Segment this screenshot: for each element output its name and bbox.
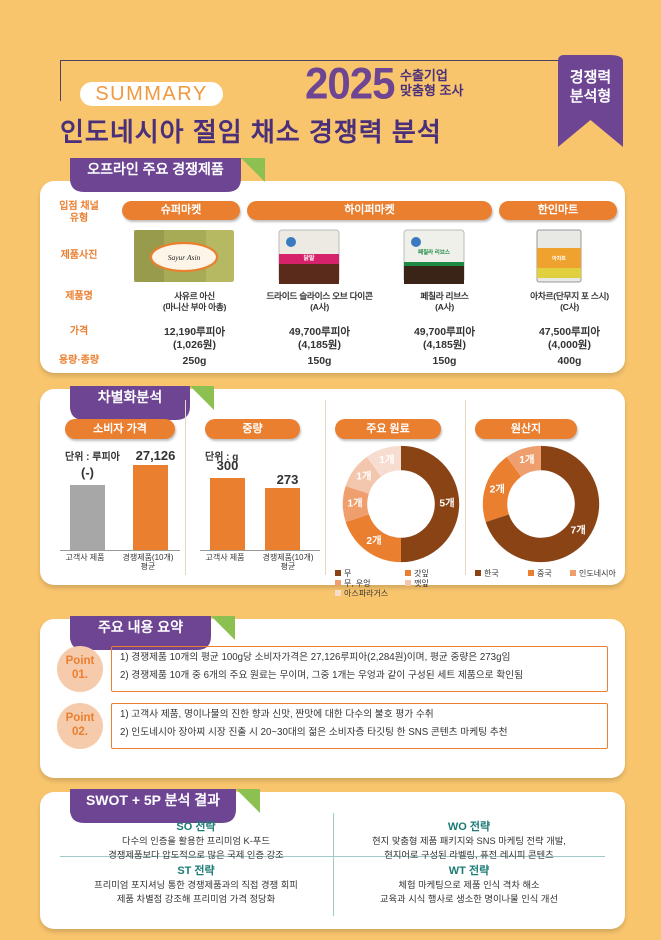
svg-text:1개: 1개 <box>356 470 371 483</box>
svg-text:닭발: 닭발 <box>303 254 315 262</box>
svg-text:1개: 1개 <box>347 497 362 510</box>
svg-text:페칠라 리브스: 페칠라 리브스 <box>418 248 450 256</box>
svg-text:5개: 5개 <box>439 497 454 510</box>
svg-text:1개: 1개 <box>379 453 394 466</box>
svg-text:아차르: 아차르 <box>552 255 566 262</box>
svg-text:1개: 1개 <box>519 453 534 466</box>
svg-text:Sayur Asin: Sayur Asin <box>168 253 201 262</box>
svg-text:7개: 7개 <box>571 524 586 537</box>
svg-text:2개: 2개 <box>366 534 381 547</box>
svg-text:2개: 2개 <box>490 483 505 496</box>
